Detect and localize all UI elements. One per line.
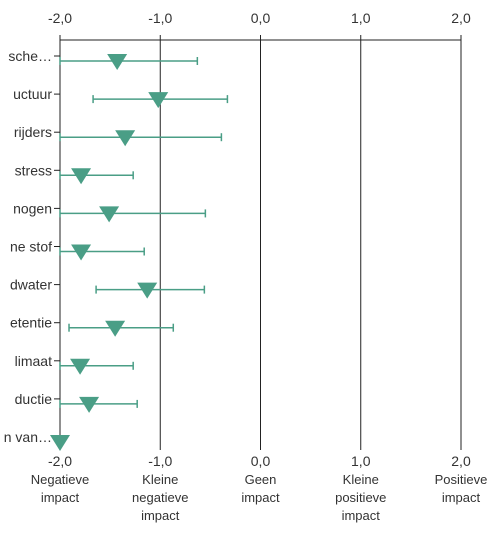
point-marker bbox=[107, 54, 128, 70]
row-label: ductie bbox=[15, 391, 53, 407]
row-label: etentie bbox=[10, 315, 52, 331]
point-marker bbox=[70, 358, 91, 375]
row-label: sche… bbox=[8, 48, 52, 64]
point-marker bbox=[99, 206, 120, 223]
point-marker bbox=[105, 320, 126, 337]
bottom-axis-label: -1,0 Kleine negatieve impact bbox=[132, 453, 188, 523]
bottom-axis-label: 0,0 Geen impact bbox=[241, 453, 280, 505]
row-label: dwater bbox=[10, 277, 52, 293]
point-marker bbox=[50, 435, 70, 451]
row-label: limaat bbox=[15, 353, 52, 369]
top-tick-label: -2,0 bbox=[48, 10, 72, 26]
point-marker bbox=[79, 396, 100, 413]
top-tick-label: 2,0 bbox=[451, 10, 471, 26]
row-label: uctuur bbox=[13, 86, 52, 102]
bottom-axis-label: 2,0 Positieve impact bbox=[435, 453, 488, 505]
row-label: ne stof bbox=[10, 239, 52, 255]
row-label: stress bbox=[15, 162, 52, 178]
row-label: nogen bbox=[13, 200, 52, 216]
point-marker bbox=[71, 244, 92, 261]
top-tick-label: -1,0 bbox=[148, 10, 172, 26]
point-marker bbox=[148, 92, 169, 109]
top-tick-label: 0,0 bbox=[251, 10, 271, 26]
top-tick-label: 1,0 bbox=[351, 10, 371, 26]
point-marker bbox=[71, 168, 92, 185]
row-label: rijders bbox=[14, 124, 52, 140]
point-marker bbox=[137, 282, 158, 299]
row-label: n van… bbox=[4, 429, 52, 445]
point-marker bbox=[115, 130, 136, 147]
bottom-axis-label: 1,0 Kleine positieve impact bbox=[335, 453, 386, 523]
bottom-axis-label: -2,0 Negatieve impact bbox=[31, 453, 90, 505]
